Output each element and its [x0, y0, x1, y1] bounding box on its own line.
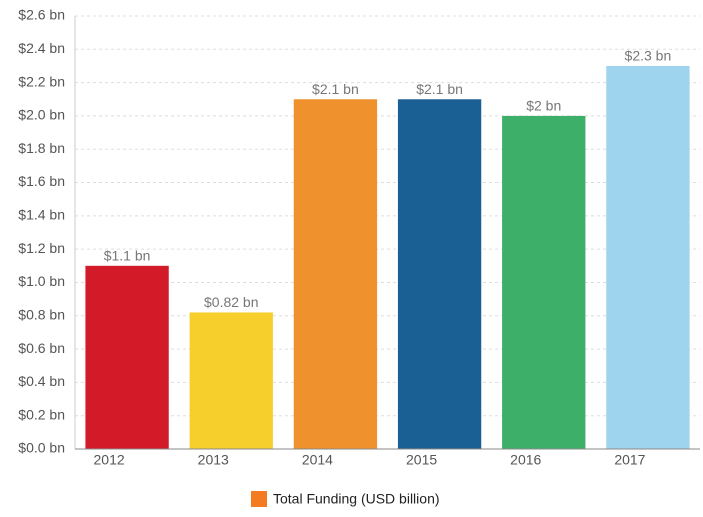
legend-swatch	[251, 491, 267, 507]
bar	[502, 115, 586, 449]
y-tick-label: $1.6 bn	[18, 173, 65, 189]
y-tick-label: $0.2 bn	[18, 406, 65, 422]
y-tick-label: $2.0 bn	[18, 107, 65, 123]
y-tick-label: $2.6 bn	[18, 7, 65, 23]
value-label: $2.1 bn	[416, 81, 463, 97]
y-tick-label: $1.0 bn	[18, 273, 65, 289]
x-tick-label: 2014	[302, 452, 333, 468]
bar	[85, 265, 169, 449]
y-tick-label: $1.2 bn	[18, 240, 65, 256]
value-label: $2.3 bn	[625, 48, 672, 64]
value-label: $2 bn	[526, 98, 561, 114]
y-tick-label: $1.4 bn	[18, 207, 65, 223]
y-tick-label: $2.4 bn	[18, 40, 65, 56]
y-tick-label: $0.8 bn	[18, 306, 65, 322]
value-label: $0.82 bn	[204, 294, 259, 310]
value-label: $1.1 bn	[104, 248, 151, 264]
value-label: $2.1 bn	[312, 81, 359, 97]
bar	[293, 99, 378, 450]
y-tick-label: $0.6 bn	[18, 340, 65, 356]
x-tick-label: 2012	[94, 452, 125, 468]
legend-label: Total Funding (USD billion)	[273, 491, 440, 507]
y-tick-label: $2.2 bn	[18, 73, 65, 89]
x-tick-label: 2017	[614, 452, 645, 468]
bar	[189, 312, 273, 449]
bar	[397, 99, 482, 450]
bar	[606, 65, 690, 449]
y-tick-label: $1.8 bn	[18, 140, 65, 156]
x-tick-label: 2016	[510, 452, 541, 468]
y-tick-label: $0.0 bn	[18, 440, 65, 456]
x-tick-label: 2015	[406, 452, 437, 468]
y-tick-label: $0.4 bn	[18, 373, 65, 389]
x-tick-label: 2013	[198, 452, 229, 468]
